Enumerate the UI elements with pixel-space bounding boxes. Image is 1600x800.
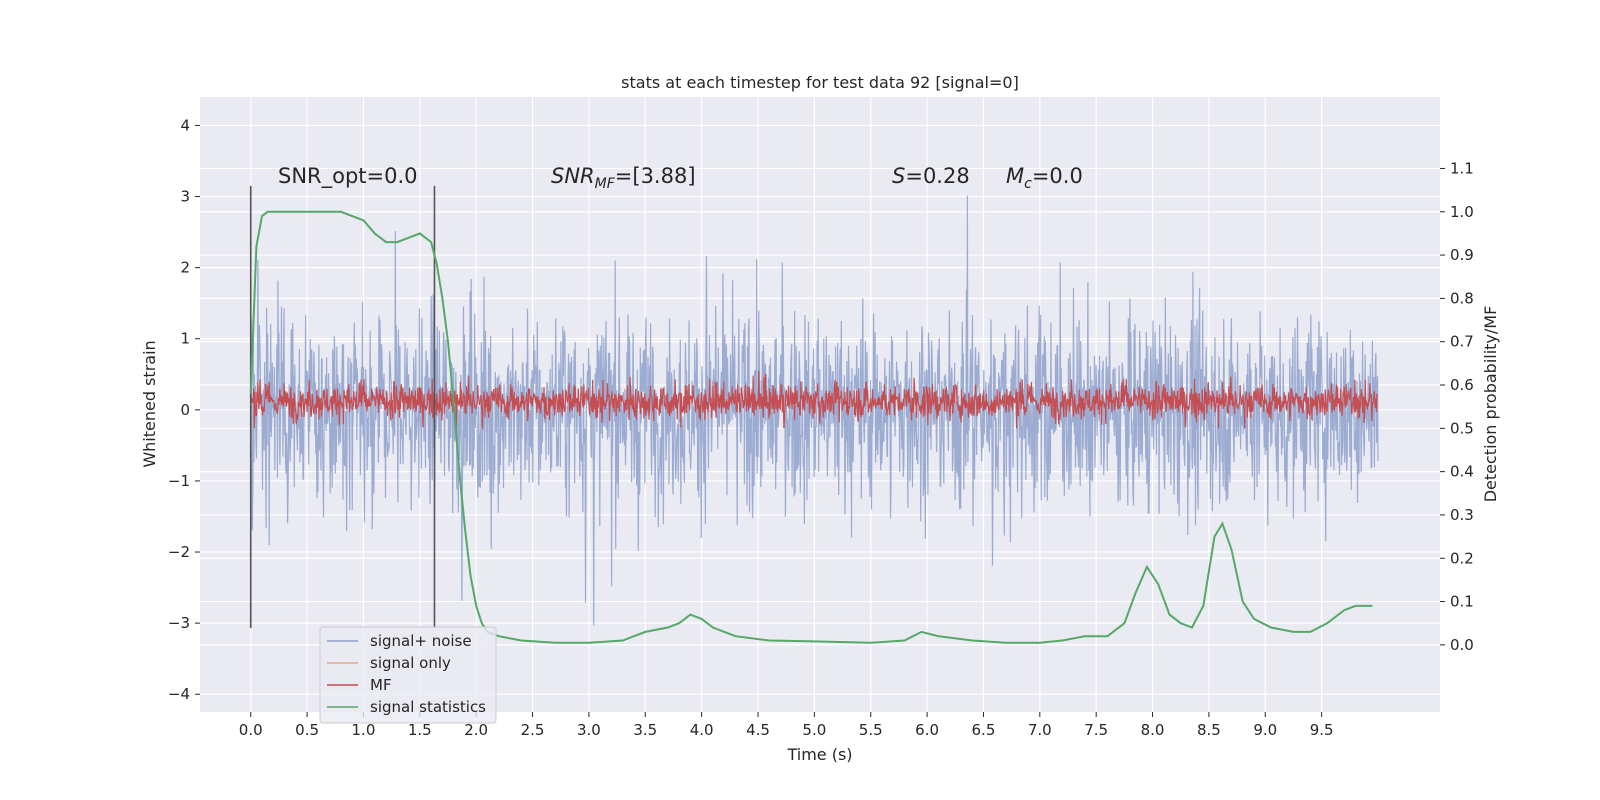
- window-markers: [249, 185, 436, 629]
- x-tick-label: 4.0: [690, 721, 714, 739]
- y2-tick-label: 0.8: [1450, 289, 1474, 307]
- y2-tick-label: 0.6: [1450, 376, 1474, 394]
- x-tick-label: 4.5: [746, 721, 770, 739]
- x-tick-label: 3.0: [577, 721, 601, 739]
- x-tick-label: 1.5: [408, 721, 432, 739]
- x-tick-label: 2.5: [521, 721, 545, 739]
- y2-axis-ticks: 1.1 1.0 0.9 0.8 0.7 0.6 0.5 0.4 0.3 0.2 0.1 0.0: [1440, 159, 1474, 654]
- x-tick-label: 5.0: [802, 721, 826, 739]
- annotation-snr-mf: SNRMF=[3.88]: [551, 164, 696, 192]
- y2-tick-label: 0.3: [1450, 506, 1474, 524]
- x-tick-label: 8.0: [1141, 721, 1165, 739]
- y2-tick-label: 1.0: [1450, 203, 1474, 221]
- y-tick-label: −1: [168, 472, 190, 490]
- annotation-mc: Mc=0.0: [1006, 164, 1083, 192]
- y-tick-label: −4: [168, 685, 190, 703]
- y-axis-label: Whitened strain: [140, 340, 159, 467]
- legend-label-signal-statistics: signal statistics: [370, 698, 486, 716]
- y2-tick-label: 0.2: [1450, 549, 1474, 567]
- x-tick-label: 7.5: [1084, 721, 1108, 739]
- signal-statistics-series: [249, 210, 1373, 644]
- x-tick-label: 2.0: [464, 721, 488, 739]
- y-tick-label: 1: [180, 330, 190, 348]
- chart-title: stats at each timestep for test data 92 …: [621, 73, 1019, 92]
- legend-box: [319, 626, 497, 724]
- y2-tick-label: 0.4: [1450, 463, 1474, 481]
- legend-label-signal-noise: signal+ noise: [370, 632, 472, 650]
- x-tick-label: 0.5: [295, 721, 319, 739]
- x-tick-label: 9.0: [1253, 721, 1277, 739]
- x-tick-label: 5.5: [859, 721, 883, 739]
- y-axis-ticks: 4 3 2 1 0 −1 −2 −3 −4: [168, 116, 200, 703]
- y2-tick-label: 0.5: [1450, 419, 1474, 437]
- x-tick-label: 6.0: [915, 721, 939, 739]
- x-tick-label: 8.5: [1197, 721, 1221, 739]
- mf-series: [250, 370, 1379, 429]
- y2-tick-label: 0.0: [1450, 636, 1474, 654]
- x-tick-label: 9.5: [1310, 721, 1334, 739]
- y2-axis-label: Detection probability/MF: [1481, 306, 1500, 503]
- y2-tick-label: 0.7: [1450, 333, 1474, 351]
- x-axis-label: Time (s): [786, 745, 852, 764]
- x-tick-label: 7.0: [1028, 721, 1052, 739]
- x-tick-label: 1.0: [352, 721, 376, 739]
- legend: signal+ noise signal only MF signal stat…: [319, 626, 497, 724]
- x-tick-label: 6.5: [972, 721, 996, 739]
- annotation-snr-opt: SNR_opt=0.0: [278, 164, 418, 189]
- signal-statistics-line: [249, 210, 1373, 644]
- y-tick-label: 0: [180, 401, 190, 419]
- legend-label-mf: MF: [370, 676, 392, 694]
- legend-label-signal-only: signal only: [370, 654, 451, 672]
- y-tick-label: 4: [180, 116, 190, 134]
- y2-tick-label: 0.9: [1450, 246, 1474, 264]
- x-tick-label: 0.0: [239, 721, 263, 739]
- x-tick-label: 3.5: [633, 721, 657, 739]
- x-axis-ticks: 0.0 0.5 1.0 1.5 2.0 2.5 3.0 3.5 4.0 4.5 5.0 5.5 6.0 6…: [239, 712, 1334, 739]
- y-tick-label: −2: [168, 543, 190, 561]
- y-tick-label: 3: [180, 188, 190, 206]
- annotation-s: S=0.28: [892, 164, 970, 188]
- y-tick-label: 2: [180, 259, 190, 277]
- y2-tick-label: 0.1: [1450, 593, 1474, 611]
- y2-tick-label: 1.1: [1450, 159, 1474, 177]
- y-tick-label: −3: [168, 614, 190, 632]
- mf-line: [250, 370, 1379, 429]
